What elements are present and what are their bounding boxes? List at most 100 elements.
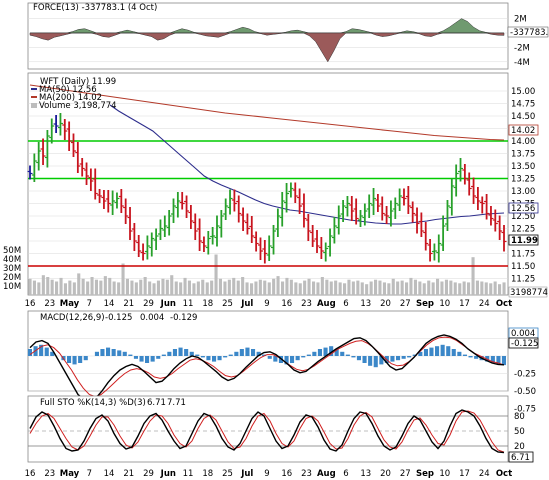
- macd-histogram-bar: [451, 349, 456, 356]
- x-tick-label: Jul: [240, 299, 253, 309]
- macd-histogram-bar: [312, 351, 317, 356]
- volume-bar: [130, 280, 134, 295]
- ma50-swatch: [31, 88, 37, 90]
- macd-histogram-bar: [39, 344, 44, 356]
- macd-v3: -0.129: [170, 313, 197, 323]
- volume-bar: [32, 280, 36, 295]
- macd-histogram-bar: [178, 347, 183, 356]
- x-tick-label: Jun: [160, 299, 176, 309]
- macd-histogram-bar: [251, 349, 256, 356]
- x-tick-label: 11: [183, 299, 194, 309]
- volume-bar: [103, 276, 107, 295]
- volume-tick-label: 50M: [3, 246, 21, 256]
- volume-bar: [289, 279, 293, 295]
- volume-bar: [227, 279, 231, 295]
- volume-bar: [276, 276, 280, 295]
- macd-histogram-bar: [418, 351, 423, 356]
- volume-bar: [37, 282, 41, 295]
- ma50-tag-box: [508, 202, 539, 214]
- macd-histogram-bar: [83, 356, 88, 361]
- macd-histogram-bar: [72, 356, 77, 365]
- macd-tag1: 0.004: [511, 329, 535, 339]
- volume-bar: [436, 278, 440, 295]
- macd-histogram-bar: [401, 356, 406, 359]
- macd-histogram-bar: [189, 351, 194, 356]
- macd-line: [29, 334, 505, 404]
- macd-histogram-bar: [301, 356, 306, 358]
- volume-bar: [117, 282, 121, 295]
- volume-bar: [316, 282, 320, 295]
- volume-bar: [170, 275, 174, 295]
- macd-histogram-bar: [256, 351, 261, 356]
- volume-bar: [236, 280, 240, 295]
- sto-panel: Full STO %K(14,3) %D(3) 6.71 7.71 80 50 20…: [27, 395, 534, 463]
- volume-bar: [369, 281, 373, 295]
- force-value-tag: [507, 26, 549, 38]
- volume-bar: [431, 282, 435, 295]
- volume-bar: [125, 278, 129, 295]
- macd-histogram-bar: [111, 349, 116, 356]
- macd-histogram-bar: [496, 356, 501, 365]
- macd-histogram-bar: [474, 356, 479, 359]
- volume-bar: [28, 278, 32, 295]
- x-tick-label: 10: [439, 299, 450, 309]
- macd-histogram-bar: [317, 349, 322, 356]
- volume-bar: [396, 281, 400, 295]
- macd-histogram-bar: [172, 349, 177, 356]
- volume-bar: [108, 277, 112, 295]
- volume-bar: [360, 282, 364, 295]
- volume-bar: [183, 277, 187, 295]
- macd-histogram-bar: [50, 351, 55, 356]
- volume-bar: [232, 277, 236, 295]
- volume-bar: [444, 279, 448, 295]
- volume-bar: [59, 277, 63, 295]
- macd-histogram-bar: [150, 356, 155, 362]
- volume-bar: [143, 277, 147, 295]
- x-tick-label: 20: [380, 299, 391, 309]
- x-tick-label: Aug: [317, 299, 336, 309]
- macd-histogram-bar: [145, 356, 150, 363]
- volume-bar: [400, 280, 404, 295]
- macd-histogram-bar: [340, 351, 345, 356]
- volume-bar: [378, 280, 382, 295]
- volume-bar: [347, 279, 351, 295]
- volume-bar: [422, 283, 426, 295]
- macd-histogram-bar: [351, 356, 356, 358]
- volume-bar: [458, 283, 462, 295]
- x-tick-label: Jun: [160, 469, 176, 479]
- volume-bar: [471, 257, 475, 295]
- ma200-label: MA(200) 14.02: [39, 93, 102, 103]
- macd-histogram-bar: [462, 354, 467, 356]
- volume-bar: [161, 278, 165, 295]
- macd-histogram-bar: [184, 349, 189, 356]
- volume-bar: [254, 281, 258, 295]
- volume-bar: [192, 283, 196, 295]
- x-tick-label: Aug: [317, 469, 336, 479]
- volume-bar: [453, 282, 457, 295]
- macd-histogram-bar: [379, 356, 384, 365]
- x-tick-label: 7: [87, 469, 92, 479]
- x-tick-label: Oct: [496, 469, 512, 479]
- macd-histogram-bar: [368, 356, 373, 366]
- volume-bar: [329, 281, 333, 295]
- x-tick-label: May: [60, 299, 80, 309]
- macd-histogram-bar: [228, 354, 233, 356]
- x-tick-label: 9: [264, 299, 269, 309]
- volume-bar: [413, 279, 417, 295]
- volume-bar: [409, 277, 413, 295]
- macd-histogram-bar: [468, 356, 473, 358]
- ma200-swatch: [31, 96, 37, 98]
- macd-histogram-bar: [27, 349, 32, 356]
- volume-bar: [356, 280, 360, 295]
- macd-histogram-bar: [156, 356, 161, 359]
- volume-bar: [440, 281, 444, 295]
- sto-d: 7.71: [167, 398, 186, 408]
- volume-bar: [210, 280, 214, 295]
- volume-bar: [298, 283, 302, 295]
- macd-histogram-bar: [273, 356, 278, 362]
- x-tick-label: 24: [479, 299, 490, 309]
- force-value-label: -337783.1: [510, 28, 549, 38]
- macd-histogram-bar: [396, 356, 401, 361]
- ma200-tag: 14.02: [511, 126, 535, 136]
